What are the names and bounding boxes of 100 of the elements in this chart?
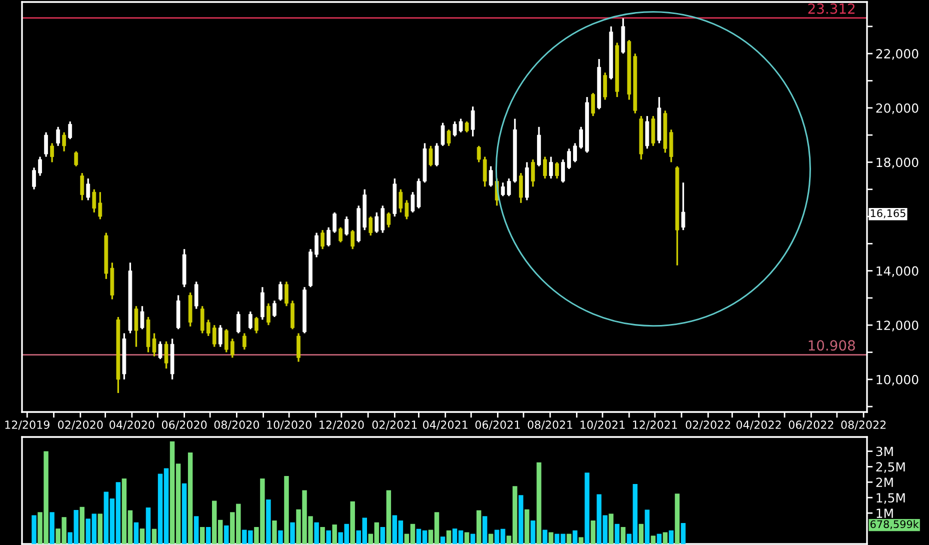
- bar: [488, 534, 494, 544]
- candlestick: [344, 216, 349, 236]
- x-tick-label: 02/2021: [372, 420, 417, 430]
- bar: [314, 522, 319, 544]
- candlestick: [242, 332, 246, 350]
- y-tick-label: 3M: [876, 446, 893, 456]
- candlestick: [74, 150, 78, 168]
- candlestick: [573, 142, 577, 164]
- y-tick-label: 22,000: [876, 49, 918, 60]
- x-tick-label: 12/2019: [5, 420, 50, 430]
- candlestick: [134, 305, 138, 348]
- y-tick-label: 10,000: [876, 374, 918, 386]
- candlestick: [98, 191, 102, 220]
- candlestick: [500, 182, 505, 197]
- bar: [656, 534, 662, 544]
- annotation: 10.908: [808, 340, 855, 351]
- y-tick-label: 14,000: [876, 266, 918, 278]
- bar: [326, 530, 331, 544]
- bar: [278, 530, 283, 544]
- annotation: 23.312: [808, 3, 854, 14]
- bar: [470, 534, 476, 544]
- bar: [608, 514, 614, 544]
- text: 16,165: [870, 209, 906, 218]
- bar: [332, 524, 337, 544]
- x-tick-label: 12/2020: [320, 420, 364, 430]
- candlestick: [404, 199, 409, 220]
- candlestick: [531, 158, 535, 188]
- candlestick: [603, 72, 608, 101]
- bar: [146, 508, 151, 544]
- bar: [524, 509, 530, 544]
- candlestick: [314, 232, 318, 258]
- candlestick: [86, 178, 90, 202]
- bar: [620, 526, 626, 544]
- bar: [584, 472, 590, 544]
- bar: [614, 524, 620, 544]
- bar: [152, 528, 157, 544]
- candlestick: [50, 142, 54, 164]
- bar: [590, 520, 596, 544]
- y-tick-label: 2,5M: [876, 462, 905, 473]
- bar: [548, 532, 554, 544]
- y-tick-label: 20,000: [876, 103, 918, 114]
- candlestick: [80, 172, 84, 202]
- candlestick: [543, 156, 547, 180]
- candlestick: [368, 216, 373, 236]
- x-tick-label: 04/2022: [736, 420, 781, 430]
- bar: [578, 537, 584, 544]
- candlestick: [236, 310, 240, 334]
- bar: [194, 516, 199, 544]
- candlestick: [218, 324, 222, 348]
- bar: [566, 534, 572, 544]
- candlestick: [386, 212, 391, 228]
- bar: [674, 494, 680, 544]
- x-tick-label: 10/2021: [580, 420, 625, 430]
- candlestick: [56, 126, 60, 147]
- bar: [662, 532, 668, 544]
- bar: [32, 515, 36, 544]
- bar: [272, 520, 277, 544]
- candlestick: [266, 302, 270, 326]
- candlestick: [434, 142, 439, 168]
- candlestick: [296, 332, 300, 363]
- candlestick: [44, 131, 48, 158]
- x-tick-label: 02/2020: [58, 420, 103, 430]
- x-tick-label: 02/2022: [686, 420, 730, 430]
- candlestick: [278, 280, 282, 302]
- bar: [638, 524, 644, 544]
- candlestick: [206, 318, 210, 337]
- bar: [530, 520, 536, 544]
- y-tick-label: 12,000: [876, 320, 918, 332]
- bar: [320, 526, 325, 544]
- candlestick: [338, 226, 343, 244]
- x-tick-label: 08/2020: [214, 420, 260, 430]
- candlestick: [68, 120, 72, 140]
- candlestick: [428, 145, 433, 168]
- candlestick: [579, 126, 583, 150]
- candlestick: [62, 131, 66, 152]
- bar: [542, 530, 548, 544]
- candlestick: [332, 212, 337, 234]
- candlestick: [92, 188, 96, 214]
- candlestick: [224, 328, 228, 354]
- bar: [50, 512, 54, 544]
- bar: [206, 526, 211, 544]
- candlestick: [452, 120, 457, 138]
- candlestick: [555, 161, 559, 180]
- bar: [446, 530, 452, 544]
- candlestick: [561, 158, 565, 184]
- candlestick: [681, 182, 686, 231]
- y-tick-label: 18,000: [876, 158, 918, 168]
- candlestick: [32, 166, 36, 190]
- bar: [572, 530, 578, 544]
- bar: [482, 516, 488, 544]
- bar: [290, 522, 295, 544]
- candlestick: [591, 92, 595, 117]
- candlestick: [200, 305, 204, 334]
- y-tick-label: 1M: [876, 508, 893, 518]
- candlestick: [458, 118, 463, 134]
- bar: [650, 536, 656, 544]
- bar: [284, 476, 289, 544]
- candlestick: [374, 212, 379, 234]
- candlestick: [488, 165, 493, 188]
- candlestick: [446, 128, 451, 147]
